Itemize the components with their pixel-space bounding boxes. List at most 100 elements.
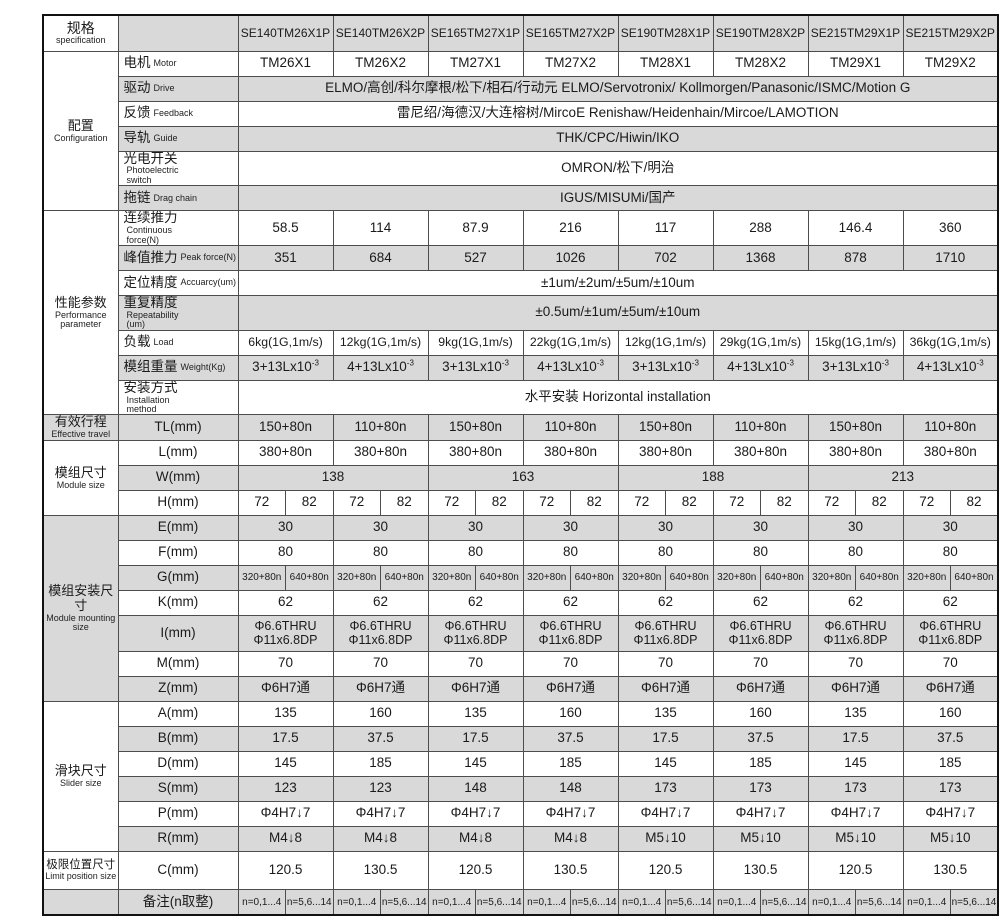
cell-c-2: 120.5 bbox=[427, 850, 524, 890]
row-label-zh: B(mm) bbox=[157, 730, 199, 746]
cell-s-0: 123 bbox=[237, 775, 334, 802]
cell-b-3: 37.5 bbox=[522, 725, 619, 752]
group-label-en: Module size bbox=[56, 479, 105, 490]
cell-h-8: 72 bbox=[617, 489, 666, 516]
cell-weight-6: 3+13Lx10-3 bbox=[807, 354, 904, 381]
cell-a-1: 160 bbox=[332, 700, 429, 727]
cell-e-1: 30 bbox=[332, 514, 429, 541]
cell-peakforce-7: 1710 bbox=[902, 244, 999, 271]
row-label-zh: E(mm) bbox=[157, 519, 199, 535]
cell-s-4: 173 bbox=[617, 775, 714, 802]
cell-w-1: 163 bbox=[427, 464, 619, 491]
cell-p-1: Φ4H7↓7 bbox=[332, 800, 429, 827]
cell-b-1: 37.5 bbox=[332, 725, 429, 752]
cell-remark-12: n=0,1...4 bbox=[807, 888, 856, 916]
cell-line: Φ6.6THRU bbox=[539, 618, 602, 633]
row-label-s: S(mm) bbox=[117, 775, 239, 802]
cell-i-0: Φ6.6THRU Φ11x6.8DP bbox=[237, 614, 334, 652]
table-row-peakforce: 峰值推力 Peak force(N) 351 684 527 1026 702 1368 878… bbox=[43, 244, 999, 271]
row-label-w: W(mm) bbox=[117, 464, 239, 491]
cell-base: 3+13Lx10 bbox=[252, 359, 312, 375]
cell-line: Φ6.6THRU bbox=[254, 618, 317, 633]
cell-b-6: 17.5 bbox=[807, 725, 904, 752]
cell-contforce-6: 146.4 bbox=[807, 210, 904, 246]
cell-h-1: 82 bbox=[285, 489, 334, 516]
table-row-drive: 驱动 Drive ELMO/高创/科尔摩根/松下/相石/行动元 ELMO/Servo… bbox=[43, 75, 999, 102]
cell-lines: Φ6.6THRU Φ11x6.8DP bbox=[905, 619, 997, 648]
cell-peakforce-4: 702 bbox=[617, 244, 714, 271]
cell-remark-0: n=0,1...4 bbox=[237, 888, 286, 916]
cell-e-0: 30 bbox=[237, 514, 334, 541]
cell-remark-3: n=5,6...14 bbox=[380, 888, 429, 916]
row-label-k: K(mm) bbox=[117, 589, 239, 616]
cell-h-7: 82 bbox=[570, 489, 619, 516]
cell-line: Φ11x6.8DP bbox=[443, 633, 508, 648]
row-label-en: Installation method bbox=[126, 394, 170, 414]
cell-a-5: 160 bbox=[712, 700, 809, 727]
cell-d-7: 185 bbox=[902, 750, 999, 777]
cell-peakforce-2: 527 bbox=[427, 244, 524, 271]
cell-weight-0: 3+13Lx10-3 bbox=[237, 354, 334, 381]
cell-k-5: 62 bbox=[712, 589, 809, 616]
row-label-drive: 驱动 Drive bbox=[117, 75, 239, 102]
cell-z-4: Φ6H7通 bbox=[617, 675, 714, 702]
group-label-zh: 模组安装尺寸 bbox=[48, 582, 114, 613]
cell-remark-10: n=0,1...4 bbox=[712, 888, 761, 916]
cell-s-7: 173 bbox=[902, 775, 999, 802]
cell-contforce-2: 87.9 bbox=[427, 210, 524, 246]
cell-load-3: 22kg(1G,1m/s) bbox=[522, 329, 619, 356]
cell-superscript: -3 bbox=[881, 358, 889, 368]
row-label-zh: 电机 bbox=[123, 55, 151, 71]
cell-r-7: M5↓10 bbox=[902, 825, 999, 852]
group-label-zh: 模组尺寸 bbox=[54, 464, 107, 480]
group-label-zh: 配置 bbox=[67, 117, 94, 133]
cell-f-0: 80 bbox=[237, 539, 334, 566]
cell-a-4: 135 bbox=[617, 700, 714, 727]
group-label-zh: 极限位置尺寸 bbox=[46, 858, 116, 871]
group-label-l: 模组尺寸 Module size bbox=[42, 439, 119, 516]
row-label-f: F(mm) bbox=[117, 539, 239, 566]
cell-i-6: Φ6.6THRU Φ11x6.8DP bbox=[807, 614, 904, 652]
cell-h-6: 72 bbox=[522, 489, 571, 516]
page: { "colors": { "shaded": "#d9d9d9", "bord… bbox=[42, 14, 999, 916]
column-header: SE165TM27X1P bbox=[427, 14, 524, 52]
cell-line: Φ6.6THRU bbox=[349, 618, 412, 633]
cell-weight-7: 4+13Lx10-3 bbox=[902, 354, 999, 381]
cell-b-0: 17.5 bbox=[237, 725, 334, 752]
group-label-zh: 性能参数 bbox=[54, 294, 107, 310]
cell-l-6: 380+80n bbox=[807, 439, 904, 466]
table-row-contforce: 性能参数 Performance parameter 连续推力Continuous … bbox=[42, 210, 999, 416]
cell-g-6: 320+80n bbox=[522, 564, 571, 591]
cell-i-2: Φ6.6THRU Φ11x6.8DP bbox=[427, 614, 524, 652]
cell-lines: Φ6.6THRU Φ11x6.8DP bbox=[620, 619, 712, 648]
cell-base: 4+13Lx10 bbox=[537, 359, 597, 375]
row-label-zh: 反馈 bbox=[123, 105, 151, 121]
table-row-remark: 备注(n取整) n=0,1...4 n=5,6...14 n=0,1...4 n=5,6… bbox=[42, 888, 999, 916]
row-label-en: Drag chain bbox=[153, 192, 198, 203]
row-label-z: Z(mm) bbox=[117, 675, 239, 702]
row-label-r: R(mm) bbox=[117, 825, 239, 852]
cell-remark-8: n=0,1...4 bbox=[617, 888, 666, 916]
cell-remark-14: n=0,1...4 bbox=[902, 888, 951, 916]
cell-load-2: 9kg(1G,1m/s) bbox=[427, 329, 524, 356]
cell-load-4: 12kg(1G,1m/s) bbox=[617, 329, 714, 356]
row-label-zh: 拖链 bbox=[123, 189, 151, 205]
row-label-accuracy: 定位精度 Accuarcy(um) bbox=[117, 269, 239, 296]
cell-g-0: 320+80n bbox=[237, 564, 286, 591]
column-header: SE165TM27X2P bbox=[522, 14, 619, 52]
cell-c-0: 120.5 bbox=[237, 850, 334, 890]
cell-superscript: -3 bbox=[311, 358, 319, 368]
cell-g-2: 320+80n bbox=[332, 564, 381, 591]
table-header-row: 规格 specification SE140TM26X1P SE140TM26X2P S… bbox=[42, 14, 999, 52]
cell-g-5: 640+80n bbox=[475, 564, 524, 591]
cell-l-2: 380+80n bbox=[427, 439, 524, 466]
cell-remark-15: n=5,6...14 bbox=[950, 888, 999, 916]
table-row-guide: 导轨 Guide THK/CPC/Hiwin/IKO bbox=[43, 125, 999, 152]
cell-r-4: M5↓10 bbox=[617, 825, 714, 852]
cell-c-5: 130.5 bbox=[712, 850, 809, 890]
table-row-p: P(mm) Φ4H7↓7 Φ4H7↓7 Φ4H7↓7 Φ4H7↓7 Φ4H7↓7 Φ4H7↓… bbox=[43, 800, 999, 827]
table-row-a: 滑块尺寸 Slider size A(mm) 135 160 135 160 135 160 13… bbox=[42, 700, 999, 852]
cell-d-2: 145 bbox=[427, 750, 524, 777]
cell-p-2: Φ4H7↓7 bbox=[427, 800, 524, 827]
cell-base: 4+13Lx10 bbox=[916, 359, 977, 375]
